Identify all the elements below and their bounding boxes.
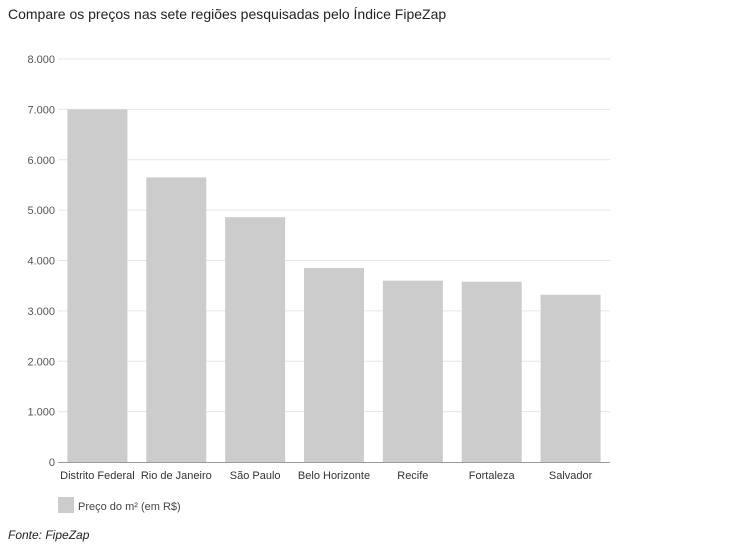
chart-title: Compare os preços nas sete regiões pesqu… [8,6,447,22]
bar [461,281,522,462]
x-tick-label: Rio de Janeiro [141,470,212,482]
y-tick-label: 0 [49,457,55,469]
legend-label: Preço do m² (em R$) [78,501,181,513]
x-tick-label: Fortaleza [469,470,516,482]
bars [67,109,601,462]
legend-swatch [58,497,74,513]
source-note: Fonte: FipeZap [8,528,90,542]
y-tick-label: 6.000 [27,155,55,167]
y-tick-label: 1.000 [27,407,55,419]
bar [304,268,364,462]
x-tick-label: Belo Horizonte [298,470,370,482]
y-tick-label: 5.000 [27,205,55,217]
bar [540,294,601,462]
y-axis-ticks: 0 1.000 2.000 3.000 4.000 5.000 6.000 7.000 8.00… [27,54,55,469]
x-axis-labels: Distrito Federal Rio de Janeiro São Paulo B… [60,470,592,482]
y-tick-label: 7.000 [27,104,55,116]
x-tick-label: São Paulo [230,470,281,482]
bar [67,109,128,462]
y-tick-label: 3.000 [27,306,55,318]
y-tick-label: 2.000 [27,356,55,368]
bar [382,280,443,462]
bar [146,177,207,462]
bar [225,217,286,462]
y-tick-label: 8.000 [27,54,55,66]
x-tick-label: Salvador [549,470,593,482]
y-tick-label: 4.000 [27,256,55,268]
legend: Preço do m² (em R$) [58,497,181,513]
x-tick-label: Recife [397,470,428,482]
x-tick-label: Distrito Federal [60,470,135,482]
